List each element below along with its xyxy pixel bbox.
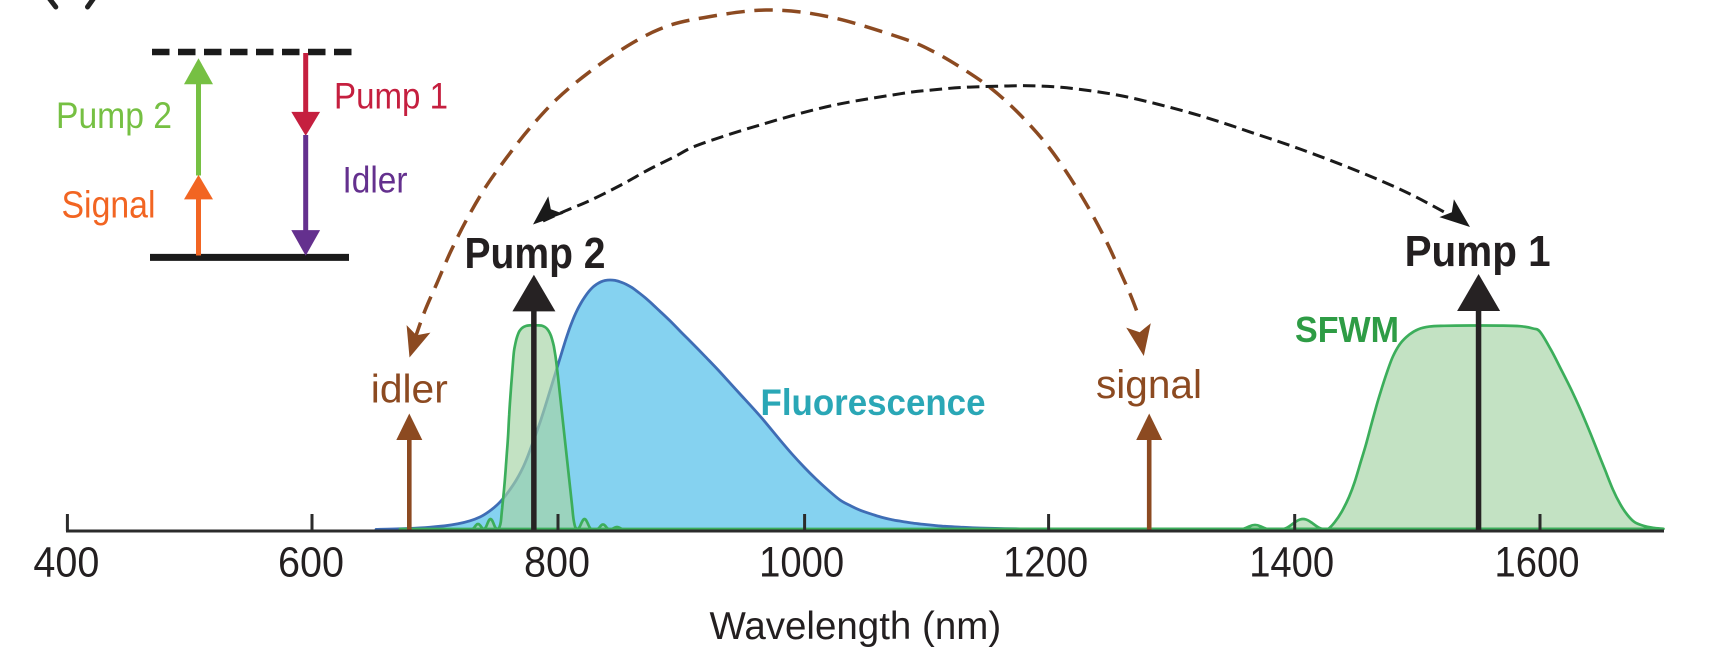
- svg-text:Fluorescence: Fluorescence: [761, 381, 986, 423]
- svg-text:1400: 1400: [1249, 539, 1334, 587]
- svg-text:Pump 2: Pump 2: [56, 95, 172, 136]
- svg-text:1600: 1600: [1495, 539, 1580, 587]
- svg-text:600: 600: [278, 539, 344, 587]
- svg-text:SFWM: SFWM: [1295, 309, 1399, 350]
- svg-text:Pump 1: Pump 1: [1405, 227, 1551, 276]
- svg-text:Idler: Idler: [343, 159, 408, 200]
- svg-text:400: 400: [33, 539, 99, 587]
- svg-text:1200: 1200: [1003, 539, 1088, 587]
- svg-text:1000: 1000: [759, 539, 844, 587]
- svg-text:Pump 1: Pump 1: [334, 76, 448, 117]
- svg-text:idler: idler: [371, 368, 448, 412]
- svg-text:signal: signal: [1096, 363, 1202, 407]
- svg-text:Pump 2: Pump 2: [465, 229, 606, 278]
- svg-text:Wavelength (nm): Wavelength (nm): [709, 605, 1001, 648]
- svg-text:Signal: Signal: [62, 184, 156, 226]
- svg-text:800: 800: [524, 539, 590, 587]
